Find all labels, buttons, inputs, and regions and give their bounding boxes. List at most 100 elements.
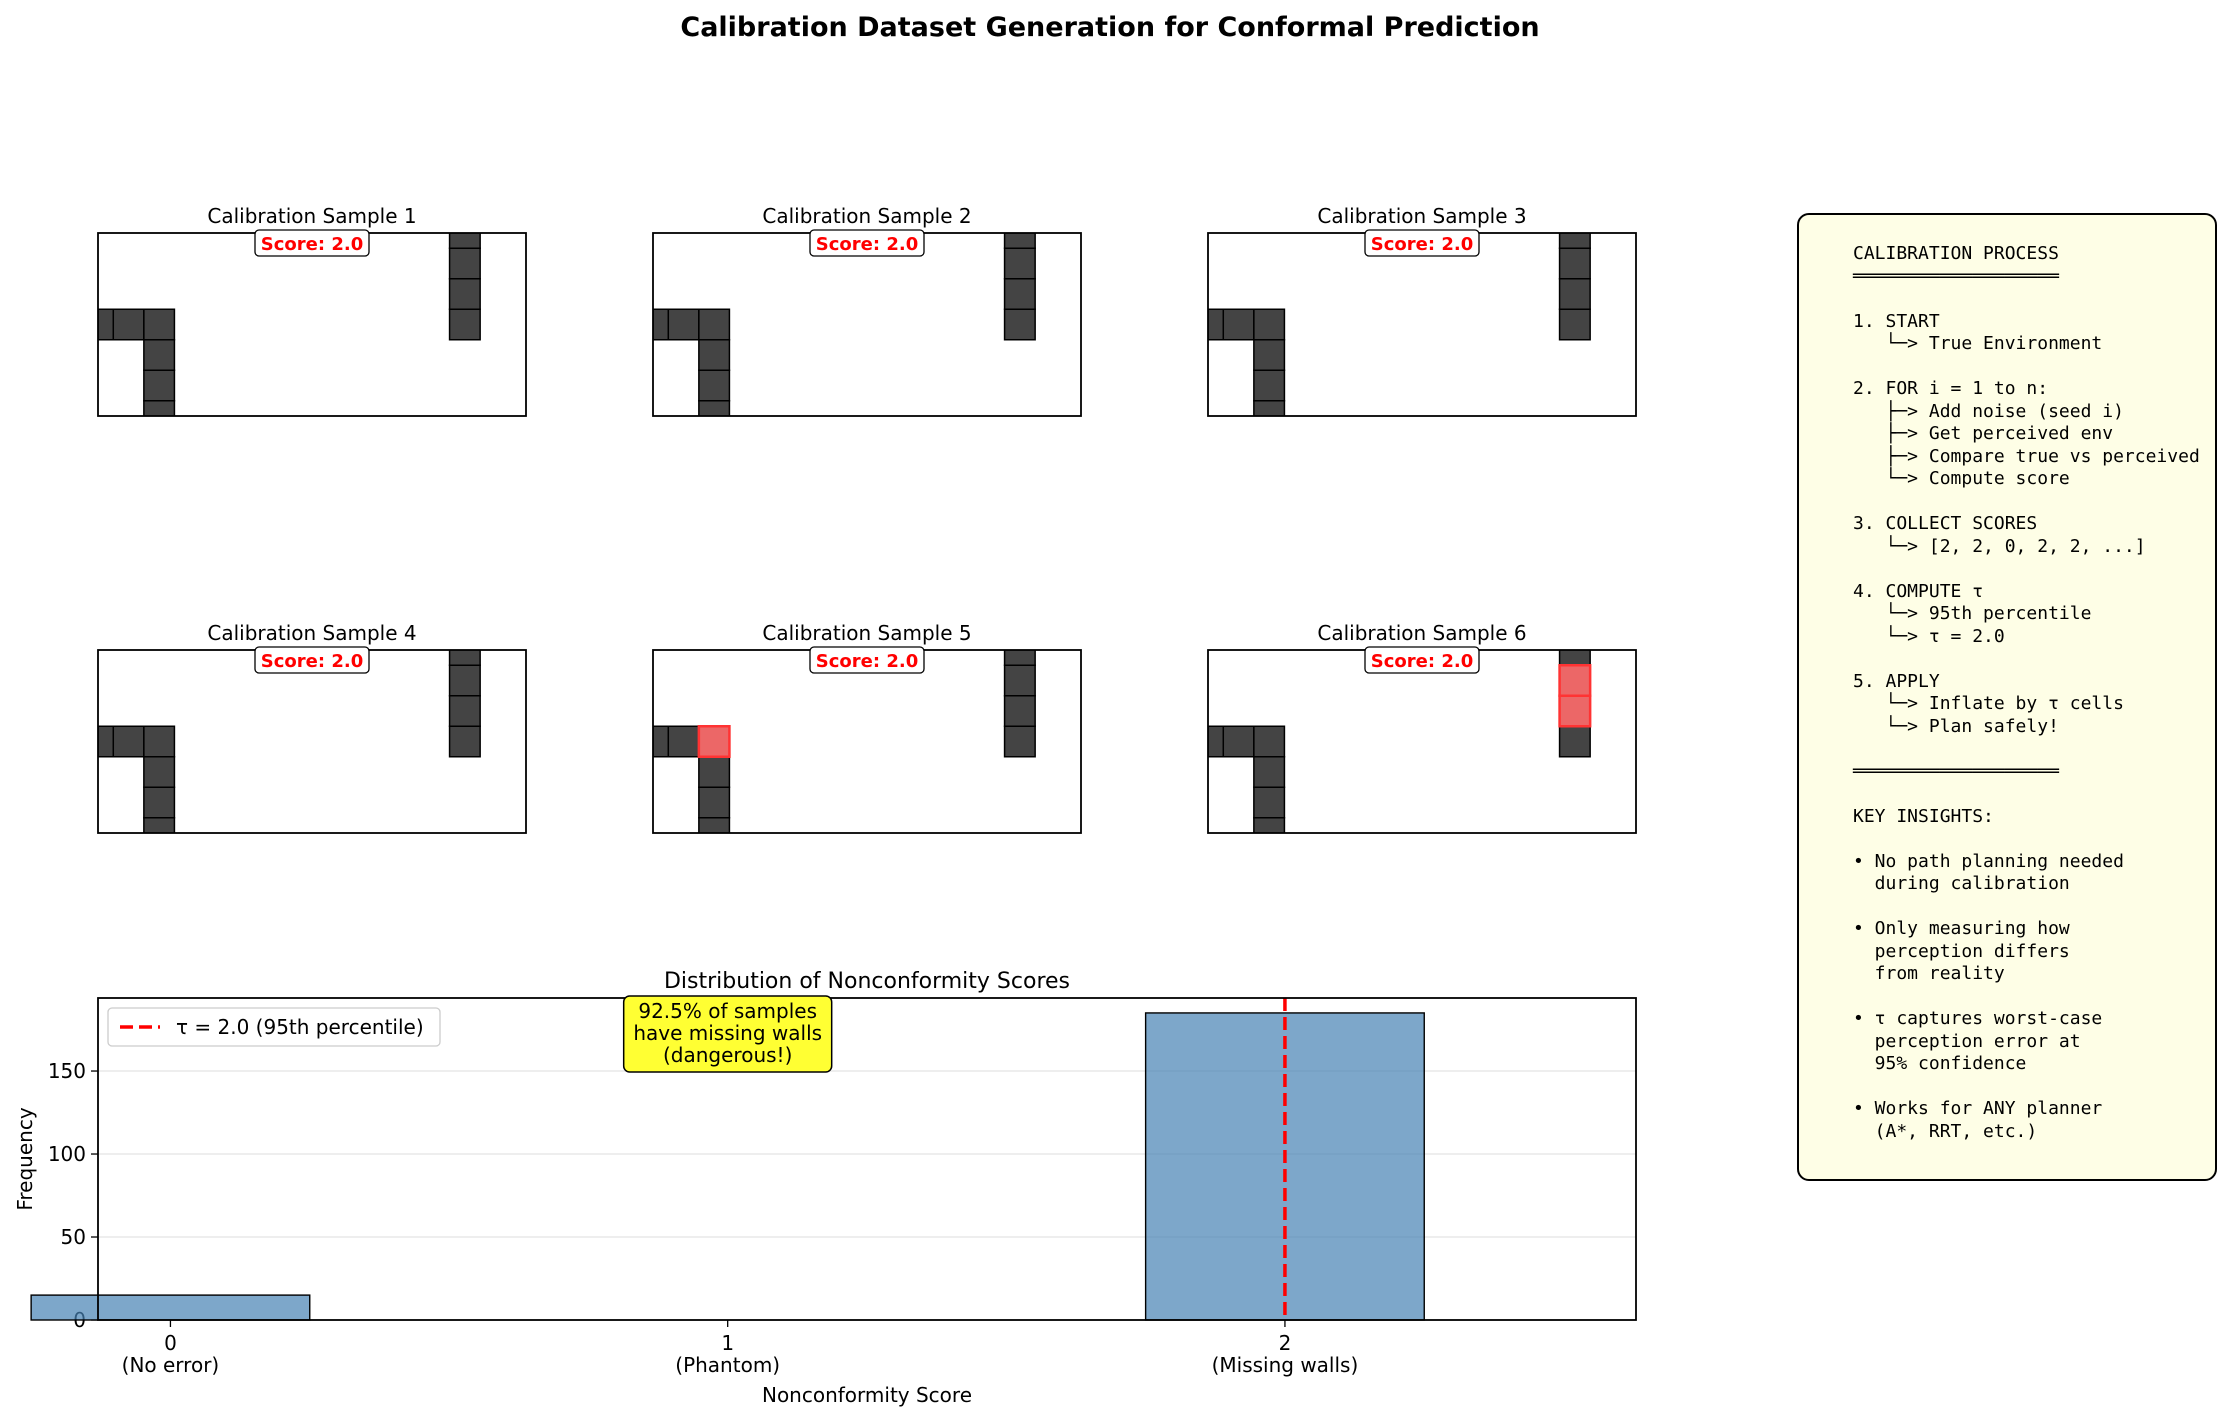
sample-title: Calibration Sample 4 [207, 621, 416, 645]
wall-cell [143, 369, 176, 402]
wall-cell [1253, 725, 1286, 758]
wall-cell [698, 786, 731, 819]
wall-cell [143, 817, 176, 833]
wall-cell [667, 308, 700, 341]
x-tick-label: 2 [1279, 1331, 1292, 1355]
wall-cell [1253, 339, 1286, 371]
wall-cell [698, 369, 731, 402]
wall-cell [1558, 725, 1591, 758]
wall-cell [1253, 308, 1286, 341]
y-tick-label: 100 [48, 1142, 86, 1166]
score-label: Score: 2.0 [261, 651, 363, 672]
wall-cell [698, 400, 731, 416]
wall-cell [1222, 308, 1255, 341]
score-badge [1364, 646, 1480, 674]
annotation-line: (dangerous!) [663, 1043, 792, 1067]
grid-cells [653, 650, 1036, 833]
grid-cells [1208, 233, 1591, 416]
wall-cell [1003, 695, 1036, 727]
wall-cell [1558, 308, 1591, 341]
wall-cell [1003, 308, 1036, 341]
sample-grid-5: Calibration Sample 5 Score: 2.0 [652, 621, 1082, 834]
grid-cells [653, 233, 1036, 416]
grid-cells [98, 233, 481, 416]
score-label: Score: 2.0 [816, 651, 918, 672]
wall-cell [448, 278, 481, 310]
wall-cell [1558, 247, 1591, 280]
score-badge [254, 229, 370, 257]
wall-cell [448, 725, 481, 758]
annotation-line: have missing walls [633, 1021, 822, 1045]
sample-title: Calibration Sample 6 [1317, 621, 1526, 645]
grid-cells [1208, 650, 1592, 833]
wall-cell [143, 308, 176, 341]
score-badge [809, 646, 925, 674]
legend: τ = 2.0 (95th percentile) [107, 1007, 441, 1047]
error-cell [697, 725, 731, 758]
sample-title: Calibration Sample 2 [762, 204, 971, 228]
wall-cell [112, 308, 145, 341]
sample-title: Calibration Sample 5 [762, 621, 971, 645]
score-label: Score: 2.0 [261, 234, 363, 255]
wall-cell [143, 725, 176, 758]
wall-cell [143, 400, 176, 416]
score-badge [809, 229, 925, 257]
annotation-box [622, 995, 833, 1073]
wall-cell [143, 756, 176, 788]
figure-title: Calibration Dataset Generation for Confo… [680, 12, 1539, 43]
y-tick-label: 50 [61, 1225, 86, 1249]
wall-cell [1253, 369, 1286, 402]
x-tick-label: 1 [721, 1331, 734, 1355]
sample-title: Calibration Sample 3 [1317, 204, 1526, 228]
sample-title: Calibration Sample 1 [207, 204, 416, 228]
x-axis-label: Nonconformity Score [762, 1383, 972, 1407]
sample-grid-2: Calibration Sample 2 Score: 2.0 [652, 204, 1082, 417]
bar-score-0 [30, 1294, 311, 1321]
sample-grid-1: Calibration Sample 1 Score: 2.0 [97, 204, 527, 417]
error-cell [1558, 664, 1592, 697]
grid-cells [98, 650, 481, 833]
axes-frame [97, 997, 1637, 1321]
y-axis-label: Frequency [13, 1107, 37, 1210]
panel-text: CALIBRATION PROCESS ═══════════════════ … [1853, 243, 2200, 1142]
y-tick-label: 150 [48, 1059, 86, 1083]
score-label: Score: 2.0 [816, 234, 918, 255]
x-tick-label: (Phantom) [675, 1353, 780, 1377]
wall-cell [1253, 756, 1286, 788]
x-tick-label: (Missing walls) [1212, 1353, 1359, 1377]
annotation-line: 92.5% of samples [638, 999, 817, 1023]
wall-cell [667, 725, 700, 758]
wall-cell [1253, 786, 1286, 819]
error-cell [1558, 694, 1592, 728]
wall-cell [1003, 247, 1036, 280]
wall-cell [1222, 725, 1255, 758]
x-tick-label: 0 [164, 1331, 177, 1355]
wall-cell [698, 308, 731, 341]
wall-cell [698, 339, 731, 371]
sample-grid-3: Calibration Sample 3 Score: 2.0 [1207, 204, 1637, 417]
wall-cell [1003, 664, 1036, 697]
wall-cell [1003, 725, 1036, 758]
wall-cell [1253, 400, 1286, 416]
wall-cell [448, 308, 481, 341]
wall-cell [1558, 278, 1591, 310]
score-label: Score: 2.0 [1371, 234, 1473, 255]
sample-grid-6: Calibration Sample 6 Score: 2.0 [1207, 621, 1637, 834]
wall-cell [448, 695, 481, 727]
wall-cell [448, 664, 481, 697]
x-tick-label: (No error) [122, 1353, 220, 1377]
wall-cell [698, 817, 731, 833]
wall-cell [143, 339, 176, 371]
wall-cell [1003, 278, 1036, 310]
score-label: Score: 2.0 [1371, 651, 1473, 672]
score-badge [254, 646, 370, 674]
calibration-process-panel: CALIBRATION PROCESS ═══════════════════ … [1797, 213, 2217, 1181]
sample-grid-4: Calibration Sample 4 Score: 2.0 [97, 621, 527, 834]
wall-cell [448, 247, 481, 280]
wall-cell [698, 756, 731, 788]
score-badge [1364, 229, 1480, 257]
